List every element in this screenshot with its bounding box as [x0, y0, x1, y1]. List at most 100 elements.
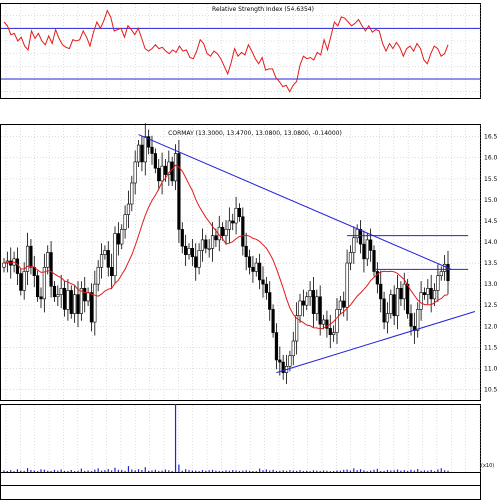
volume-bar — [158, 470, 160, 472]
volume-bar — [174, 404, 177, 472]
volume-bar — [235, 470, 237, 472]
candle-body — [237, 207, 242, 218]
candle-body — [42, 266, 46, 300]
candle-body — [328, 328, 332, 335]
volume-bar — [232, 470, 234, 472]
volume-bar — [121, 469, 123, 472]
candle-body — [200, 239, 205, 251]
candle-body — [379, 283, 383, 300]
volume-bar — [13, 471, 15, 472]
ascending-support-line — [276, 311, 476, 374]
price-tick-label: 13.0 — [484, 281, 498, 288]
volume-bar — [63, 470, 66, 472]
candle-body — [56, 294, 60, 298]
candle-body — [116, 233, 120, 245]
candle-body — [338, 300, 342, 310]
volume-bar — [70, 469, 72, 472]
candle-body — [372, 250, 376, 272]
candle-body — [22, 271, 26, 291]
volume-bar — [47, 470, 49, 472]
price-tick-label: 14.0 — [484, 239, 498, 246]
price-panel-frame — [0, 124, 481, 401]
volume-bar — [178, 464, 180, 472]
candle-body — [419, 292, 423, 310]
volume-bar — [188, 470, 190, 472]
candle-body — [123, 214, 127, 230]
candle-body — [163, 165, 168, 175]
rsi-line — [3, 9, 449, 93]
candle-body — [288, 355, 292, 367]
volume-bar — [380, 471, 382, 472]
price-tick-label: 11.5 — [484, 344, 498, 351]
candle-body — [443, 264, 447, 272]
volume-bar — [181, 470, 183, 472]
candle-body — [39, 296, 43, 300]
candle-body — [395, 288, 400, 317]
volume-bar — [252, 471, 254, 472]
volume-bar — [346, 469, 348, 472]
candle-body — [244, 245, 248, 258]
volume-bar — [67, 471, 69, 472]
candle-body — [422, 292, 427, 295]
volume-panel-frame — [0, 404, 481, 473]
volume-bar — [363, 470, 365, 472]
volume-bar — [107, 469, 109, 472]
moving-average-line — [3, 164, 449, 330]
candle-body — [224, 229, 228, 236]
candle-body — [375, 271, 379, 285]
volume-bar — [148, 470, 150, 472]
volume-bar — [97, 468, 99, 472]
volume-bar — [316, 470, 318, 472]
volume-bar — [211, 469, 214, 472]
volume-bar — [370, 470, 372, 472]
volume-bar — [289, 470, 291, 472]
volume-bar — [53, 469, 56, 472]
volume-unit-label: (x10) — [481, 463, 494, 469]
volume-bar — [306, 470, 308, 472]
candle-body — [73, 294, 77, 314]
volume-bar — [30, 470, 32, 472]
volume-bar — [248, 470, 251, 472]
candle-body — [301, 300, 305, 306]
candle-body — [150, 146, 154, 154]
volume-bar — [312, 470, 315, 472]
volume-bar — [127, 466, 130, 472]
volume-bar — [444, 470, 446, 472]
candle-body — [25, 245, 30, 272]
volume-bar — [279, 470, 281, 472]
volume-bar — [151, 470, 153, 472]
price-tick-label: 10.5 — [484, 386, 498, 393]
candle-body — [133, 161, 137, 184]
volume-bar — [430, 469, 432, 472]
volume-bar — [292, 470, 294, 472]
candle-body — [204, 239, 208, 249]
volume-bar — [396, 469, 399, 472]
candle-body — [315, 296, 319, 314]
volume-bar — [134, 470, 136, 472]
volume-bar — [114, 467, 116, 472]
volume-bar — [100, 470, 103, 472]
candle-body — [221, 226, 225, 236]
volume-bar — [161, 470, 163, 472]
candle-body — [59, 288, 63, 295]
volume-bar — [272, 469, 274, 472]
volume-bar — [417, 469, 419, 472]
price-tick-label: 12.5 — [484, 302, 498, 309]
volume-bar — [359, 469, 362, 472]
candle-body — [382, 298, 386, 323]
volume-bar — [336, 470, 338, 472]
volume-bar — [20, 470, 22, 472]
volume-bar — [208, 470, 210, 472]
candle-body — [254, 262, 258, 272]
volume-bar — [410, 469, 412, 472]
candle-body — [173, 153, 178, 182]
candle-body — [110, 266, 114, 276]
volume-bar — [366, 471, 368, 472]
rsi-title: Relative Strength Index (54.6354) — [212, 6, 314, 13]
volume-bar — [154, 469, 156, 472]
candle-body — [358, 229, 363, 245]
volume-bar — [343, 469, 345, 472]
candle-body — [389, 294, 393, 314]
candle-body — [187, 248, 191, 255]
